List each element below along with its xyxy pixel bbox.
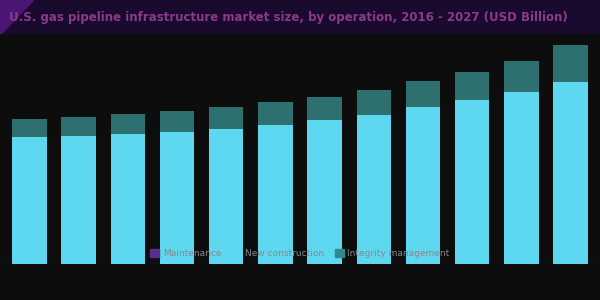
Bar [160,111,194,132]
Bar [406,81,440,106]
Bar [61,136,96,264]
Bar [455,100,490,264]
Bar [504,92,539,264]
Bar [553,82,588,264]
Bar [258,124,293,264]
Bar [209,107,244,129]
Text: U.S. gas pipeline infrastructure market size, by operation, 2016 - 2027 (USD Bil: U.S. gas pipeline infrastructure market … [9,11,568,24]
Bar [455,72,490,100]
Bar [110,134,145,264]
Bar [110,114,145,134]
Bar [553,45,588,82]
Bar [356,115,391,264]
Bar [61,117,96,136]
Bar [12,137,47,264]
Legend: Maintenance, New construction, Integrity management: Maintenance, New construction, Integrity… [146,245,454,262]
Bar [258,102,293,124]
Polygon shape [0,0,33,34]
Bar [406,106,440,264]
Bar [307,97,342,120]
Bar [356,90,391,115]
Bar [209,129,244,264]
Bar [12,119,47,137]
Bar [307,120,342,264]
Bar [504,61,539,92]
Bar [160,132,194,264]
